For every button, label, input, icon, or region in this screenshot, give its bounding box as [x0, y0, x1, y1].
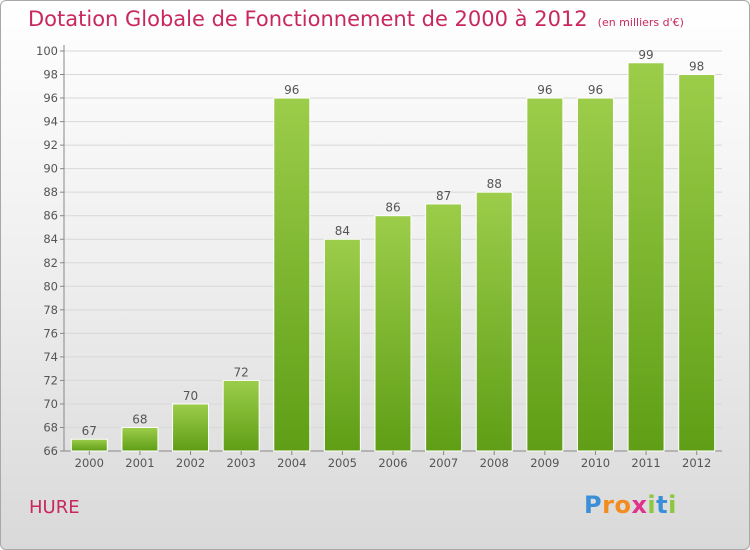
y-tick-label: 88	[43, 185, 58, 199]
y-tick-label: 70	[43, 397, 58, 411]
bar	[475, 191, 513, 452]
x-tick-label: 2004	[277, 456, 306, 470]
bar	[374, 215, 412, 452]
bar	[323, 238, 361, 452]
x-tick-label: 2005	[328, 456, 357, 470]
data-label: 86	[385, 201, 400, 215]
bar	[576, 97, 614, 452]
x-tick-label: 2008	[480, 456, 509, 470]
data-label: 96	[588, 83, 603, 97]
y-tick-label: 80	[43, 279, 58, 293]
logo-letter: x	[631, 491, 648, 519]
x-tick-label: 2011	[631, 456, 660, 470]
y-tick-label: 76	[43, 326, 58, 340]
logo-letter: i	[647, 491, 657, 519]
data-label: 84	[335, 224, 350, 238]
chart-title: Dotation Globale de Fonctionnement de 20…	[28, 7, 588, 31]
y-tick-label: 96	[43, 91, 58, 105]
data-label: 96	[284, 83, 299, 97]
data-label: 68	[132, 412, 147, 426]
data-label: 99	[638, 48, 653, 62]
bar	[172, 403, 210, 452]
bar	[121, 426, 159, 452]
logo-letter: r	[602, 491, 615, 519]
y-tick-label: 90	[43, 162, 58, 176]
x-tick-label: 2001	[125, 456, 154, 470]
data-label: 67	[82, 424, 97, 438]
x-tick-label: 2012	[682, 456, 711, 470]
logo-letter: o	[614, 491, 632, 519]
data-label: 96	[537, 83, 552, 97]
logo-letter: i	[668, 491, 677, 519]
x-tick-label: 2010	[581, 456, 610, 470]
y-tick-label: 92	[43, 138, 58, 152]
x-tick-label: 2002	[176, 456, 205, 470]
y-tick-label: 100	[36, 44, 58, 58]
data-label: 72	[234, 365, 249, 379]
y-tick-label: 82	[43, 256, 58, 270]
logo-letter: P	[584, 491, 603, 519]
bar	[222, 379, 260, 452]
commune-name: HURE	[29, 497, 80, 518]
y-tick-label: 94	[43, 115, 58, 129]
y-tick-label: 86	[43, 209, 58, 223]
bar	[425, 203, 463, 452]
x-tick-label: 2007	[429, 456, 458, 470]
y-tick-label: 66	[43, 444, 58, 458]
x-tick-label: 2009	[530, 456, 559, 470]
logo-letter: t	[656, 491, 669, 519]
y-tick-label: 78	[43, 303, 58, 317]
data-label: 70	[183, 389, 198, 403]
data-label: 88	[487, 177, 502, 191]
bar	[627, 62, 665, 452]
bar	[70, 438, 108, 452]
bar	[273, 97, 311, 452]
y-tick-label: 98	[43, 68, 58, 82]
chart-subtitle: (en milliers d'€)	[597, 16, 684, 29]
x-tick-label: 2006	[378, 456, 407, 470]
data-label: 98	[689, 60, 704, 74]
bar	[678, 74, 716, 452]
y-tick-label: 72	[43, 373, 58, 387]
title-row: Dotation Globale de Fonctionnement de 20…	[28, 7, 684, 31]
x-tick-label: 2003	[227, 456, 256, 470]
y-tick-label: 74	[43, 350, 58, 364]
y-tick-label: 84	[43, 232, 58, 246]
bar	[526, 97, 564, 452]
data-label: 87	[436, 189, 451, 203]
x-tick-label: 2000	[75, 456, 104, 470]
proxiti-logo: Proxiti	[584, 491, 677, 519]
y-tick-label: 68	[43, 420, 58, 434]
